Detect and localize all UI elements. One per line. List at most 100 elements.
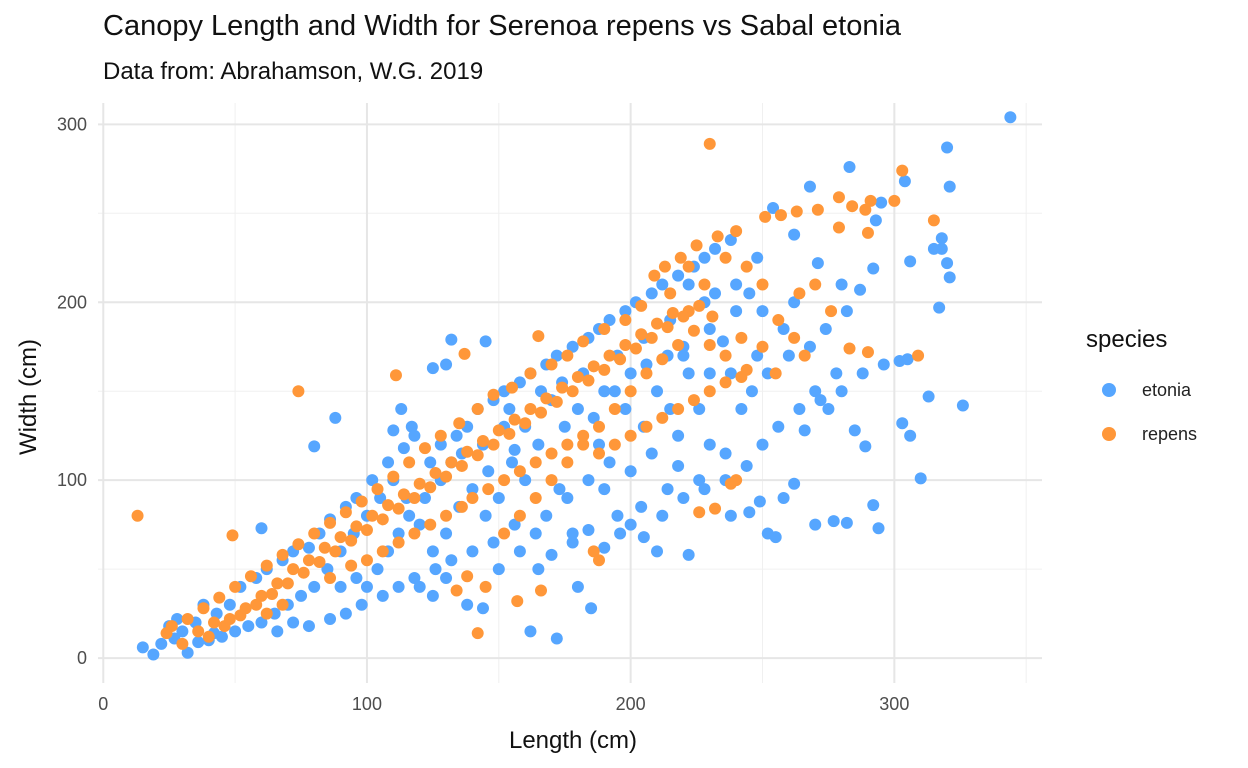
- point-repens: [577, 429, 590, 442]
- point-repens: [648, 269, 661, 282]
- point-repens: [529, 491, 542, 504]
- point-etonia: [614, 527, 627, 540]
- point-etonia: [672, 429, 685, 442]
- point-etonia: [814, 394, 827, 407]
- point-repens: [698, 278, 711, 291]
- point-etonia: [822, 403, 835, 416]
- point-repens: [703, 137, 716, 150]
- point-etonia: [382, 456, 395, 469]
- point-repens: [545, 447, 558, 460]
- point-etonia: [875, 196, 888, 209]
- point-etonia: [943, 271, 956, 284]
- point-repens: [360, 523, 373, 536]
- point-repens: [329, 545, 342, 558]
- point-repens: [735, 331, 748, 344]
- point-etonia: [656, 278, 669, 291]
- point-etonia: [922, 390, 935, 403]
- point-etonia: [611, 509, 624, 522]
- point-etonia: [519, 474, 532, 487]
- point-repens: [392, 536, 405, 549]
- point-etonia: [392, 527, 405, 540]
- point-etonia: [843, 161, 856, 174]
- point-etonia: [698, 251, 711, 264]
- point-etonia: [255, 616, 268, 629]
- point-repens: [545, 358, 558, 371]
- point-etonia: [943, 180, 956, 193]
- point-repens: [619, 314, 632, 327]
- point-repens: [687, 394, 700, 407]
- point-etonia: [508, 443, 521, 456]
- point-etonia: [672, 269, 685, 282]
- point-repens: [382, 499, 395, 512]
- point-etonia: [329, 411, 342, 424]
- point-repens: [471, 449, 484, 462]
- point-etonia: [426, 362, 439, 375]
- point-etonia: [730, 278, 743, 291]
- point-etonia: [440, 527, 453, 540]
- y-tick-label: 300: [57, 114, 87, 134]
- point-etonia: [558, 420, 571, 433]
- x-axis-title: Length (cm): [509, 727, 637, 754]
- point-etonia: [360, 580, 373, 593]
- point-repens: [593, 447, 606, 460]
- point-repens: [324, 572, 337, 585]
- point-etonia: [308, 440, 321, 453]
- point-etonia: [553, 483, 566, 496]
- point-repens: [455, 459, 468, 472]
- point-etonia: [777, 491, 790, 504]
- point-etonia: [582, 474, 595, 487]
- point-etonia: [181, 646, 194, 659]
- point-etonia: [933, 301, 946, 314]
- point-repens: [387, 470, 400, 483]
- point-etonia: [403, 509, 416, 522]
- point-repens: [769, 367, 782, 380]
- legend-swatch-etonia: [1102, 383, 1116, 397]
- x-tick-label: 0: [98, 694, 108, 714]
- point-etonia: [624, 465, 637, 478]
- point-etonia: [545, 548, 558, 561]
- point-etonia: [450, 429, 463, 442]
- point-repens: [255, 589, 268, 602]
- point-etonia: [408, 429, 421, 442]
- point-etonia: [756, 305, 769, 318]
- point-etonia: [492, 491, 505, 504]
- point-etonia: [854, 283, 867, 296]
- point-etonia: [529, 527, 542, 540]
- point-etonia: [550, 632, 563, 645]
- point-repens: [297, 566, 310, 579]
- point-etonia: [308, 580, 321, 593]
- point-repens: [587, 360, 600, 373]
- point-repens: [250, 598, 263, 611]
- point-repens: [450, 584, 463, 597]
- point-etonia: [413, 580, 426, 593]
- point-etonia: [392, 580, 405, 593]
- point-repens: [690, 239, 703, 252]
- point-repens: [556, 381, 569, 394]
- point-etonia: [426, 545, 439, 558]
- point-etonia: [334, 580, 347, 593]
- point-etonia: [466, 483, 479, 496]
- point-etonia: [767, 201, 780, 214]
- point-repens: [455, 500, 468, 513]
- point-etonia: [898, 175, 911, 188]
- point-repens: [598, 322, 611, 335]
- point-etonia: [366, 474, 379, 487]
- point-repens: [661, 321, 674, 334]
- point-etonia: [445, 333, 458, 346]
- point-repens: [640, 367, 653, 380]
- point-etonia: [819, 322, 832, 335]
- point-etonia: [532, 563, 545, 576]
- point-etonia: [508, 518, 521, 531]
- point-repens: [308, 527, 321, 540]
- point-repens: [202, 630, 215, 643]
- x-tick-label: 300: [879, 694, 909, 714]
- point-etonia: [466, 545, 479, 558]
- point-repens: [656, 353, 669, 366]
- point-repens: [287, 563, 300, 576]
- point-repens: [603, 349, 616, 362]
- point-repens: [645, 331, 658, 344]
- point-etonia: [869, 214, 882, 227]
- point-repens: [561, 456, 574, 469]
- point-etonia: [395, 403, 408, 416]
- point-repens: [593, 554, 606, 567]
